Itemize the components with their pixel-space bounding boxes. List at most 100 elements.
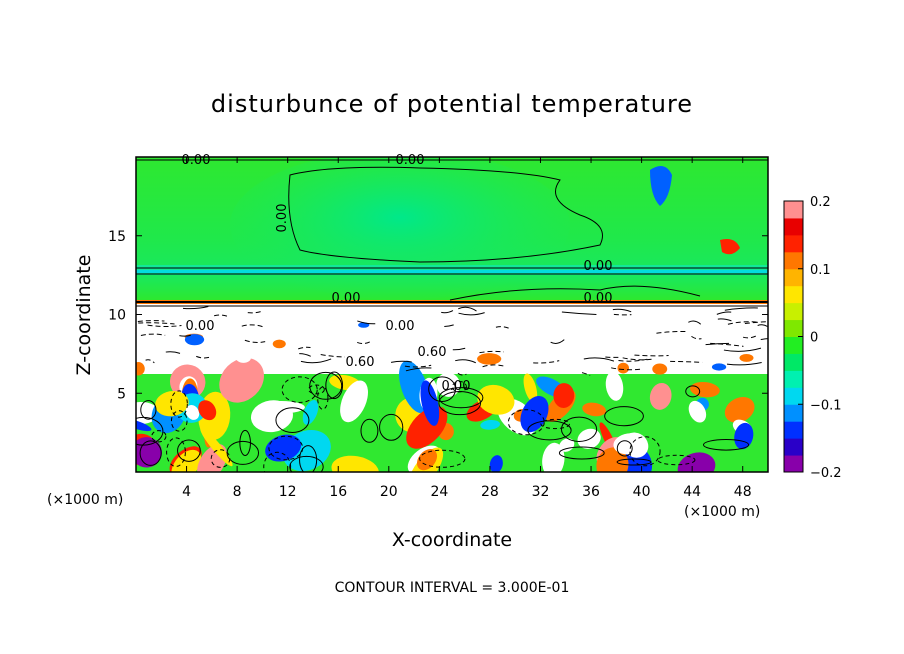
eddy <box>272 339 286 349</box>
contour-line <box>179 334 191 337</box>
y-tick-label-5: 5 <box>117 386 126 402</box>
contour-line <box>479 350 504 354</box>
contour-line <box>390 360 412 363</box>
contour-line <box>441 310 454 314</box>
eddy <box>331 455 379 472</box>
contour-line <box>760 338 768 341</box>
contour-label: 0.60 <box>418 345 447 360</box>
eddy <box>155 390 189 417</box>
contour-line <box>438 387 484 409</box>
contour-line <box>458 312 485 316</box>
contour-label: 0.00 <box>584 259 613 274</box>
eddy <box>209 308 232 313</box>
contour-line <box>288 166 603 263</box>
colorbar-label: −0.2 <box>810 466 842 481</box>
contour-line <box>604 406 644 427</box>
contour-line <box>419 449 466 468</box>
eddy <box>302 400 319 425</box>
contour-line <box>629 436 661 467</box>
x-tick-label-12: 12 <box>279 484 297 500</box>
contour-line <box>147 324 182 327</box>
eddy <box>563 361 585 373</box>
x-tick-label-36: 36 <box>582 484 600 500</box>
contour-line <box>170 390 188 418</box>
contour-line <box>507 409 545 436</box>
contour-line <box>612 308 632 313</box>
contour-line <box>550 339 565 344</box>
eddy <box>340 380 368 423</box>
eddy <box>649 382 672 410</box>
colorbar: 0.2 0.1 0 −0.1 −0.2 <box>783 195 842 481</box>
contour-line <box>634 354 669 357</box>
eddy <box>596 447 629 472</box>
eddy <box>659 348 669 361</box>
contour-line <box>742 335 757 339</box>
contour-label: 0.00 <box>182 153 211 168</box>
eddy <box>171 449 202 472</box>
eddy <box>477 384 515 415</box>
contour-line <box>458 306 477 312</box>
eddy <box>136 361 145 376</box>
eddy <box>739 353 754 362</box>
x-tick-label-24: 24 <box>430 484 448 500</box>
contour-line <box>444 324 454 327</box>
contour-line <box>527 420 572 441</box>
eddy <box>734 422 754 450</box>
eddy <box>198 400 217 421</box>
contour-line <box>210 449 231 468</box>
eddy <box>489 455 503 472</box>
contour-line <box>723 347 762 352</box>
contour-interval-note: CONTOUR INTERVAL = 3.000E-01 <box>335 580 570 596</box>
eddy <box>185 405 200 420</box>
contour-line <box>581 372 591 376</box>
contour-line <box>482 364 505 368</box>
contour-line <box>244 339 266 343</box>
contour-lines <box>136 159 768 472</box>
upper-core-field <box>230 157 570 300</box>
colorbar-segment <box>784 353 803 371</box>
contour-line <box>622 357 652 361</box>
cyan-band-core <box>136 270 768 273</box>
colorbar-segment <box>784 268 803 287</box>
contour-labels: 0.00 0.000.000.000.00 0.000.000.000.600.60… <box>182 153 613 394</box>
colorbar-segment <box>784 455 803 473</box>
colorbar-label: −0.1 <box>810 398 842 413</box>
contour-line <box>691 335 702 340</box>
y-unit-label: (×1000 m) <box>47 492 123 508</box>
colorbar-segment <box>784 285 803 304</box>
contour-line <box>317 386 329 410</box>
contour-line <box>455 359 476 364</box>
contour-line <box>137 320 165 322</box>
contour-line <box>275 407 310 433</box>
contour-line <box>166 437 186 467</box>
contour-line <box>716 311 732 315</box>
x-unit-label: (×1000 m) <box>684 504 760 520</box>
contour-line <box>308 384 325 395</box>
contour-line <box>724 307 758 311</box>
contour-line <box>357 340 373 345</box>
contour-line <box>558 446 605 460</box>
eddy <box>700 345 717 358</box>
x-tick-label-16: 16 <box>329 484 347 500</box>
eddy <box>436 372 461 397</box>
contour-line <box>405 367 432 372</box>
contour-label: 0.00 <box>186 319 215 334</box>
contour-line <box>726 362 762 366</box>
contour-line <box>449 285 701 301</box>
contour-label: 0.60 <box>346 355 375 370</box>
contour-line <box>428 376 457 402</box>
eddy <box>724 396 755 423</box>
contour-line <box>685 385 701 398</box>
contour-line <box>561 311 597 315</box>
contour-line <box>457 372 467 376</box>
contour-line <box>560 416 598 442</box>
contour-label: 0.00 <box>442 379 471 394</box>
y-axis: 5 10 15 <box>108 229 768 402</box>
eddy <box>553 383 575 408</box>
eddy <box>275 350 301 356</box>
colorbar-segment <box>784 217 803 236</box>
colorbar-segment <box>784 201 803 219</box>
contour-line <box>281 376 318 403</box>
contour-line <box>451 381 467 393</box>
contour-line <box>139 440 162 466</box>
